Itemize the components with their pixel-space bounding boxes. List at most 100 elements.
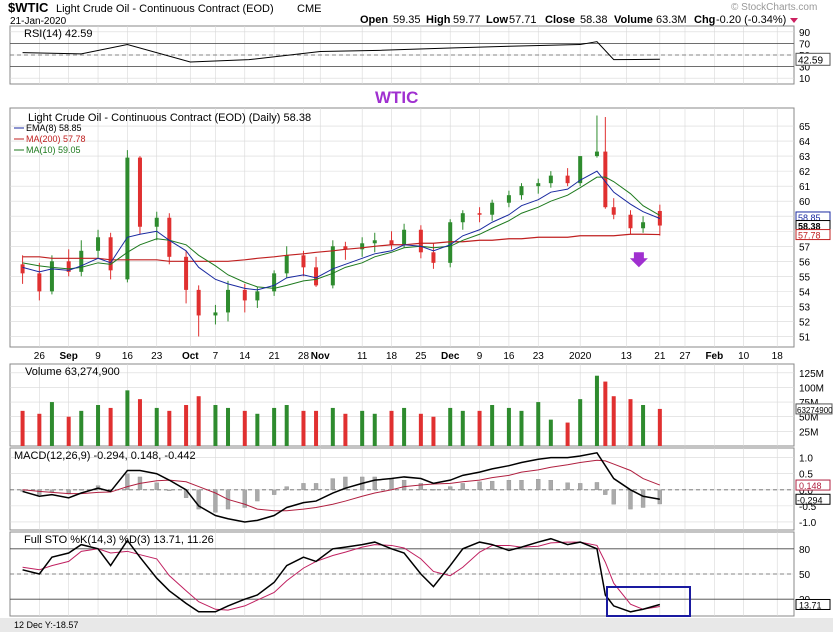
sto-title: Full STO %K(14,3) %D(3) 13.71, 11.26 [24,534,214,546]
macd-panel [9,447,795,531]
x-tick-label: 7 [213,351,219,362]
rsi-last-label: 42.59 [798,55,823,66]
volume-bar [477,410,482,446]
price-y-tick: 55 [799,272,811,283]
volume-y-tick: 100M [799,383,824,394]
volume-bar [226,407,231,446]
x-tick-label: 25 [415,351,427,362]
macd-hist-bar [418,483,424,490]
open-value: 59.35 [393,14,421,26]
price-y-tick: 53 [799,302,811,313]
macd-hist-bar [271,489,277,495]
volume-bar [196,396,201,446]
volume-bar [402,407,407,446]
macd-hist-bar [536,479,541,490]
candle-body [255,291,260,301]
close-value: 58.38 [580,14,608,26]
volume-bar [96,405,101,446]
candle-body [418,229,423,253]
candle-body [314,267,319,286]
volume-y-tick: 25M [799,427,818,438]
volume-bar [360,410,365,446]
candle-body [137,157,142,227]
price-panel [9,107,795,348]
candle-body [477,213,482,215]
ema8-line [22,170,661,291]
macd-hist-bar [343,476,348,490]
close-label: Close [545,14,575,26]
macd-hist-bar [401,480,407,490]
volume-bar [506,407,511,446]
macd-hist-bar [611,489,616,505]
candle-body [37,273,42,292]
low-value: 57.71 [509,14,537,26]
volume-bar [272,407,277,446]
candle-body [343,246,348,250]
macd-hist-bar [167,489,172,491]
close-last-label: 58.38 [798,222,821,232]
price-y-tick: 63 [799,152,811,163]
volume-bar [184,405,189,446]
volume-panel [9,363,795,447]
macd-hist-bar [603,489,608,495]
x-tick-label: 21 [654,351,666,362]
ema8-last-label: 58.85 [798,213,821,223]
candle-body [448,222,453,263]
x-tick-label: 11 [357,351,368,362]
volume-bar [628,399,633,446]
x-tick-label: 9 [95,351,101,362]
macd-last-label: -0.294 [797,495,823,505]
annotation-box [606,586,691,617]
macd-hist-bar [154,482,159,490]
macd-hist-bar [657,489,662,505]
candle-body [460,213,465,223]
symbol: $WTIC [8,0,49,15]
chart-date: 21-Jan-2020 [10,16,67,27]
x-tick-label: 23 [151,351,163,362]
x-tick-label: 27 [679,351,691,362]
volume-bar [431,416,436,446]
macd-last-box [795,493,831,505]
macd-hist-bar [49,489,55,493]
macd-hist-bar [489,480,495,490]
macd-y-tick: 0.5 [799,470,813,481]
volume-bar [519,410,524,446]
candle-body [272,273,277,292]
x-tick-label: Oct [182,351,199,362]
volume-bar [20,410,25,446]
macd-hist-bar [125,473,130,490]
candle-body [125,157,130,280]
volume-label: Volume [614,14,653,26]
volume-bar [49,402,54,446]
candle-body [603,151,608,208]
candle-body [628,214,633,229]
candle-body [360,243,365,250]
macd-hist-bar [255,489,260,502]
x-tick-label: 16 [503,351,515,362]
volume-bar [125,390,130,446]
candle-body [536,183,541,187]
price-y-tick: 51 [799,332,811,343]
candle-body [96,237,101,251]
ma200-line [22,233,660,262]
purple-arrow-icon [629,252,648,268]
sto-d-line [22,541,660,611]
volume-bar [255,413,260,446]
x-tick-label: 10 [738,351,750,362]
candle-body [66,261,71,272]
candle-body [548,175,553,184]
volume-bar [418,413,423,446]
candle-body [578,156,583,184]
rsi-line [22,41,660,63]
volume-y-tick: 125M [799,369,824,380]
candle-body [506,195,511,203]
candle-body [184,256,189,290]
candle-body [213,312,218,316]
volume-bar [548,419,553,446]
candle-body [242,289,247,301]
volume-bar [657,408,662,446]
footer-bar [0,618,833,632]
sto-y-tick: 80 [799,545,811,556]
macd-hist-bar [79,489,84,491]
rsi-last-box [795,52,831,66]
